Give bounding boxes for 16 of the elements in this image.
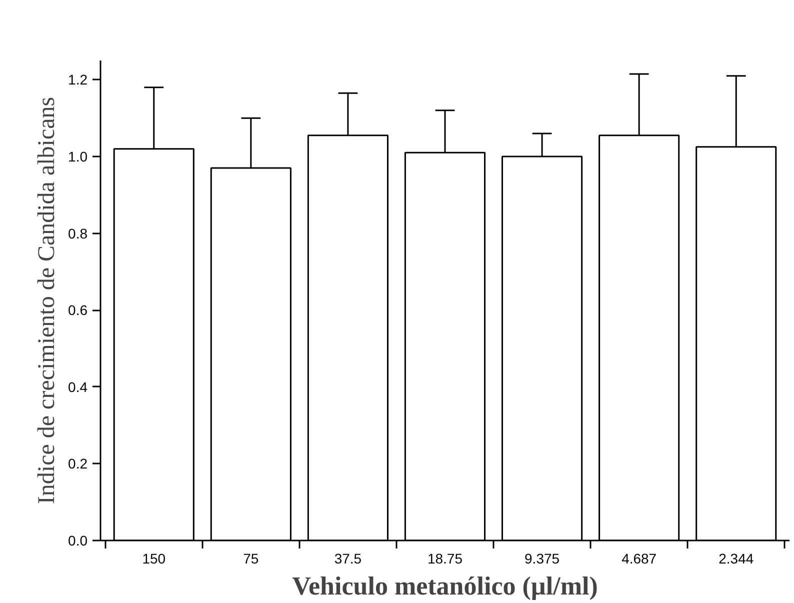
y-tick-label: 0.6 (68, 302, 88, 318)
x-tick-label: 75 (243, 550, 259, 566)
y-tick-label: 0.8 (68, 225, 88, 242)
y-tick-label: 0.2 (68, 456, 88, 472)
x-axis-title: Vehiculo metanólico (µl/ml) (292, 572, 598, 600)
y-tick-label: 1.2 (68, 72, 88, 88)
y-tick-label: 1.0 (68, 148, 88, 164)
x-tick-label: 18.75 (427, 550, 463, 566)
x-tick-label: 2.344 (718, 550, 754, 566)
x-tick-label: 150 (142, 550, 166, 566)
x-tick-label: 4.687 (622, 550, 657, 566)
x-tick-label: 9.375 (524, 550, 560, 566)
y-tick-label: 0.4 (68, 378, 88, 395)
y-axis-title: Indice de crecimiento de Candida albicans (34, 96, 60, 504)
x-tick-label: 37.5 (334, 550, 362, 566)
y-tick-label: 0.0 (68, 532, 88, 548)
